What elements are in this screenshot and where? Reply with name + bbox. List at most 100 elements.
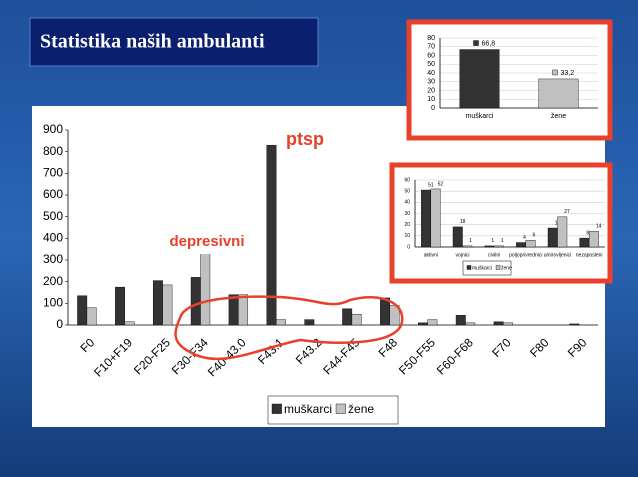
mid-panel — [389, 162, 613, 284]
bar — [238, 294, 249, 326]
label-key — [552, 69, 558, 76]
bar — [304, 319, 315, 326]
bar — [427, 319, 438, 326]
bar — [503, 322, 514, 326]
bar — [266, 144, 277, 326]
bar — [452, 226, 463, 248]
bar — [430, 188, 441, 248]
annotation: ptsp — [286, 129, 324, 149]
legend-label: žene — [501, 265, 512, 271]
bar — [124, 321, 135, 326]
y-tick-label: 30 — [404, 211, 410, 217]
y-tick-label: 0 — [431, 105, 435, 112]
bar — [493, 321, 504, 326]
bar — [465, 322, 476, 326]
data-label: 1 — [501, 238, 504, 244]
bar — [484, 245, 495, 248]
x-tick-label: vojnici — [456, 252, 470, 258]
annotation-box — [277, 125, 334, 155]
x-tick-label: muškarci — [465, 113, 493, 120]
data-label: 66,8 — [482, 40, 496, 47]
legend-label: muškarci — [284, 402, 332, 416]
y-tick-label: 600 — [43, 187, 63, 201]
bar — [462, 245, 473, 248]
bar — [152, 280, 163, 326]
y-tick-label: 10 — [404, 233, 410, 239]
x-tick-label: umirovljenici — [544, 252, 572, 258]
data-label: 51 — [428, 182, 434, 188]
y-tick-label: 10 — [427, 96, 435, 103]
annotation: depresivni — [169, 233, 244, 250]
legend-frame — [267, 395, 399, 425]
top-panel — [406, 19, 613, 141]
bar — [77, 295, 88, 326]
y-tick-label: 20 — [427, 87, 435, 94]
data-label: 18 — [460, 219, 466, 225]
legend-frame — [462, 260, 512, 276]
x-tick-label: civilni — [488, 252, 500, 258]
title-box — [29, 17, 319, 67]
bar — [459, 49, 500, 109]
y-tick-label: 800 — [43, 144, 63, 158]
bar — [525, 240, 536, 248]
bar — [351, 313, 362, 326]
y-tick-label: 100 — [43, 296, 63, 310]
y-tick-label: 30 — [427, 79, 435, 86]
bar — [569, 323, 580, 326]
bar — [579, 237, 590, 248]
slide-title: Statistika naših ambulanti — [40, 31, 265, 53]
y-tick-label: 900 — [43, 122, 63, 136]
bar — [421, 189, 432, 248]
data-label: 52 — [438, 181, 444, 187]
y-tick-label: 50 — [427, 61, 435, 68]
legend-label: muškarci — [472, 265, 492, 271]
y-tick-label: 300 — [43, 252, 63, 266]
bar — [115, 286, 125, 326]
y-tick-label: 60 — [404, 177, 410, 183]
bar — [228, 294, 239, 326]
highlight-ellipse — [174, 295, 404, 361]
legend-key — [335, 403, 346, 414]
label-key — [473, 40, 479, 46]
y-tick-label: 60 — [427, 52, 435, 59]
y-tick-label: 0 — [56, 317, 63, 331]
bar — [389, 305, 400, 326]
y-tick-label: 400 — [43, 231, 63, 245]
bar — [162, 284, 173, 326]
y-tick-label: 20 — [404, 222, 410, 228]
bar — [588, 231, 599, 248]
legend-key — [466, 265, 472, 270]
x-tick-label: nezaposleni — [576, 252, 603, 258]
y-tick-label: 40 — [404, 200, 410, 206]
y-tick-label: 500 — [43, 209, 63, 223]
legend-key — [495, 265, 501, 270]
data-label: 1 — [491, 238, 494, 244]
data-label: 1 — [469, 238, 472, 244]
bar — [547, 227, 558, 248]
x-tick-label: žene — [551, 113, 566, 120]
bar — [417, 322, 428, 326]
data-label: 14 — [596, 224, 602, 230]
y-tick-label: 40 — [427, 70, 435, 77]
bar — [86, 307, 97, 326]
data-label: 4 — [523, 235, 526, 241]
y-tick-label: 0 — [407, 244, 410, 250]
bar — [516, 242, 527, 248]
x-tick-label: poljoprivrednici — [509, 252, 542, 258]
data-label: 33,2 — [561, 70, 575, 77]
bar — [200, 246, 211, 326]
y-tick-label: 200 — [43, 274, 63, 288]
bar — [557, 216, 568, 248]
y-tick-label: 700 — [43, 166, 63, 180]
y-tick-label: 50 — [404, 188, 410, 194]
bar — [190, 277, 201, 326]
bar — [455, 315, 466, 326]
y-tick-label: 80 — [427, 35, 435, 42]
annotation-box — [160, 230, 255, 254]
bar — [538, 78, 579, 109]
bar — [276, 319, 286, 326]
y-tick-label: 70 — [427, 44, 435, 51]
bar — [493, 245, 504, 248]
bar — [380, 297, 390, 326]
